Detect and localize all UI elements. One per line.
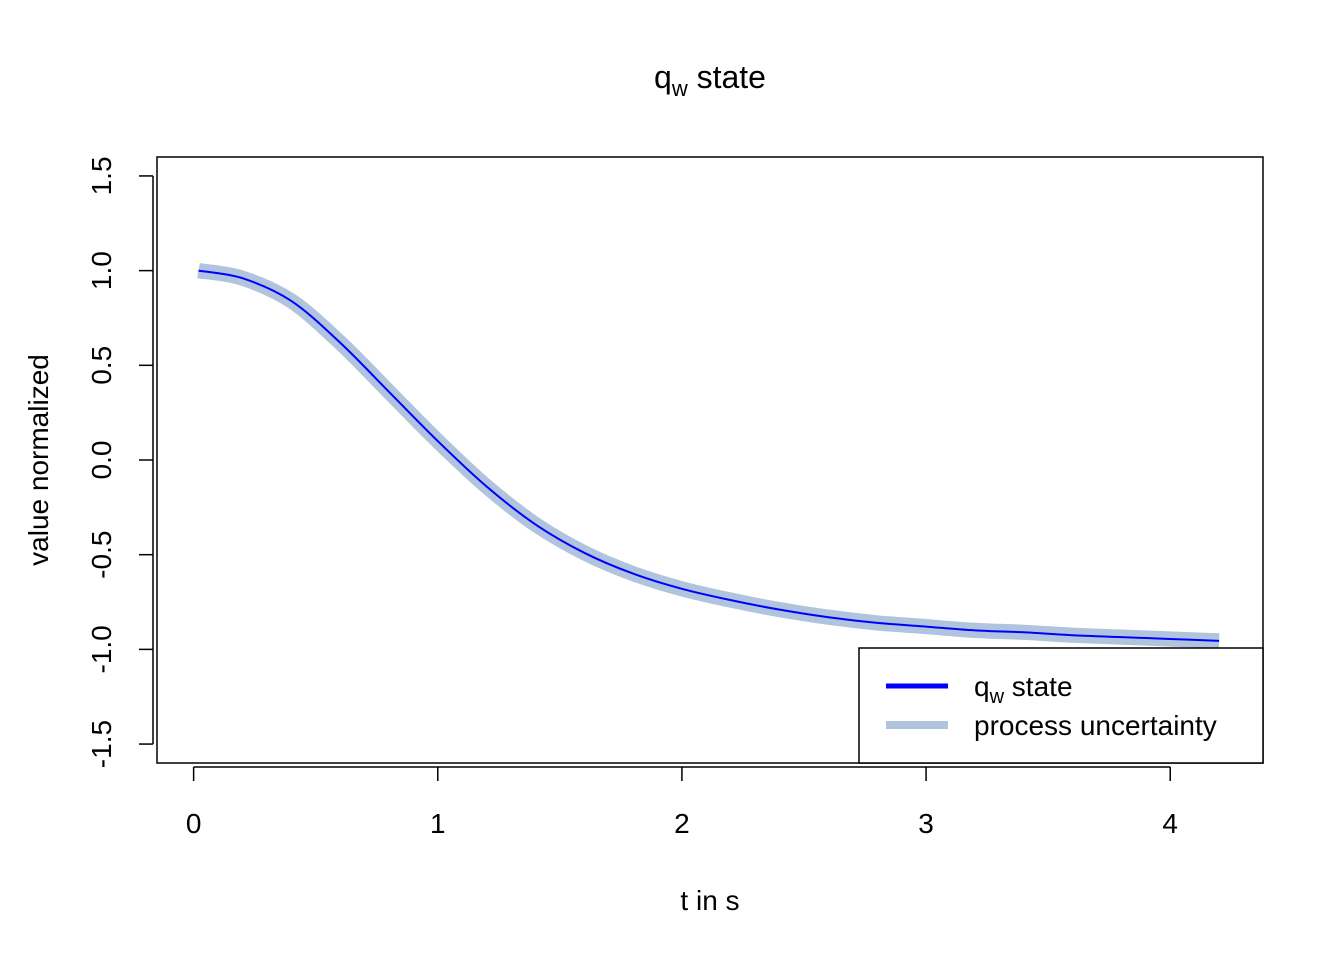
x-tick-label: 0 (186, 808, 202, 839)
y-tick-label: -1.5 (86, 720, 117, 768)
uncertainty-band (197, 263, 1220, 649)
y-tick-label: 1.5 (86, 156, 117, 195)
y-tick-label: 0.0 (86, 441, 117, 480)
state-line-layer (198, 269, 1220, 642)
y-tick-label: 1.0 (86, 251, 117, 290)
x-tick-label: 4 (1162, 808, 1178, 839)
x-axis-label: t in s (680, 885, 739, 916)
plot-frame (156, 156, 1264, 764)
y-tick-label: -1.0 (86, 625, 117, 673)
legend-label-state: qw state (974, 671, 1073, 708)
x-tick-label: 2 (674, 808, 690, 839)
x-tick-label: 1 (430, 808, 446, 839)
y-axis: -1.5 -1.0 -0.5 0.0 0.5 1.0 1.5 (86, 156, 154, 768)
y-tick-label: 0.5 (86, 346, 117, 385)
uncertainty-band-layer (197, 263, 1220, 649)
legend-box (858, 647, 1264, 764)
legend: qw state process uncertainty (858, 647, 1264, 764)
legend-label-uncertainty: process uncertainty (974, 710, 1217, 741)
chart-title: qw state (654, 59, 766, 101)
state-line (198, 269, 1220, 642)
x-tick-label: 3 (918, 808, 934, 839)
y-tick-label: -0.5 (86, 531, 117, 579)
x-axis: 0 1 2 3 4 (186, 766, 1178, 839)
y-axis-label: value normalized (23, 354, 54, 566)
